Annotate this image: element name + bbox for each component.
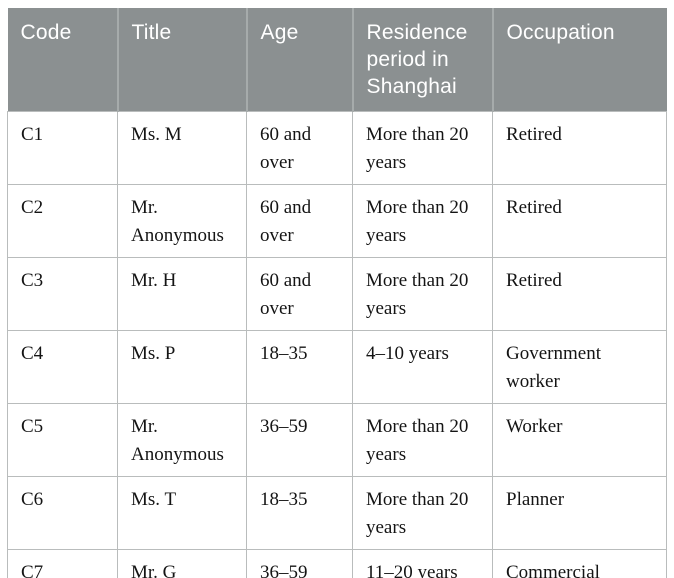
header-row: Code Title Age Residence period in Shang… [7,8,667,112]
cell-code: C1 [7,110,118,185]
cell-occupation: Retired [492,183,667,258]
cell-age: 36–59 [246,548,353,578]
cell-occupation: Planner [492,475,667,550]
cell-code: C2 [7,183,118,258]
table-body: C1 Ms. M 60 and over More than 20 years … [7,110,667,578]
table-row: C4 Ms. P 18–35 4–10 years Government wor… [7,329,667,404]
cell-title: Mr. G [117,548,247,578]
cell-age: 36–59 [246,402,353,477]
table-row: C2 Mr. Anonymous 60 and over More than 2… [7,183,667,258]
cell-residence-period: More than 20 years [352,183,493,258]
table-row: C3 Mr. H 60 and over More than 20 years … [7,256,667,331]
cell-title: Ms. T [117,475,247,550]
cell-occupation: Retired [492,110,667,185]
column-header-residence-period: Residence period in Shanghai [351,8,493,112]
cell-age: 60 and over [246,110,353,185]
column-header-age: Age [245,8,353,112]
cell-code: C3 [7,256,118,331]
table-row: C6 Ms. T 18–35 More than 20 years Planne… [7,475,667,550]
cell-code: C4 [7,329,118,404]
cell-residence-period: More than 20 years [352,475,493,550]
cell-title: Ms. M [117,110,247,185]
cell-occupation: Commercial services [492,548,667,578]
column-header-occupation: Occupation [491,8,667,112]
cell-residence-period: More than 20 years [352,402,493,477]
table-row: C5 Mr. Anonymous 36–59 More than 20 year… [7,402,667,477]
cell-title: Ms. P [117,329,247,404]
cell-age: 60 and over [246,183,353,258]
cell-residence-period: 11–20 years [352,548,493,578]
cell-age: 60 and over [246,256,353,331]
cell-title: Mr. Anonymous [117,183,247,258]
column-header-code: Code [7,8,118,112]
cell-occupation: Retired [492,256,667,331]
table-header: Code Title Age Residence period in Shang… [7,8,667,112]
cell-code: C6 [7,475,118,550]
table-row: C7 Mr. G 36–59 11–20 years Commercial se… [7,548,667,578]
cell-title: Mr. Anonymous [117,402,247,477]
participants-table: Code Title Age Residence period in Shang… [7,8,667,578]
cell-title: Mr. H [117,256,247,331]
cell-residence-period: 4–10 years [352,329,493,404]
cell-code: C5 [7,402,118,477]
cell-age: 18–35 [246,475,353,550]
column-header-title: Title [116,8,247,112]
cell-code: C7 [7,548,118,578]
cell-occupation: Government worker [492,329,667,404]
table-row: C1 Ms. M 60 and over More than 20 years … [7,110,667,185]
cell-occupation: Worker [492,402,667,477]
cell-age: 18–35 [246,329,353,404]
cell-residence-period: More than 20 years [352,256,493,331]
cell-residence-period: More than 20 years [352,110,493,185]
